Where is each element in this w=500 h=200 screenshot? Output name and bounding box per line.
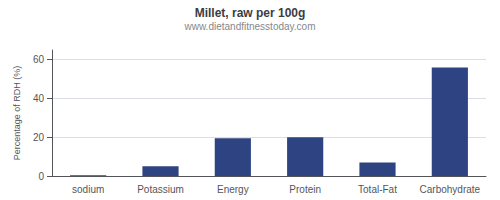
svg-text:Carbohydrate: Carbohydrate	[420, 184, 481, 195]
svg-text:sodium: sodium	[72, 184, 104, 195]
svg-text:Energy: Energy	[217, 184, 249, 195]
svg-text:Millet, raw per 100g: Millet, raw per 100g	[195, 6, 306, 20]
svg-text:Potassium: Potassium	[137, 184, 184, 195]
svg-text:Protein: Protein	[289, 184, 321, 195]
svg-text:www.dietandfitnesstoday.com: www.dietandfitnesstoday.com	[184, 21, 316, 32]
svg-text:Total-Fat: Total-Fat	[358, 184, 397, 195]
svg-text:40: 40	[33, 93, 45, 104]
svg-text:Percentage of RDH (%): Percentage of RDH (%)	[12, 66, 22, 161]
svg-text:20: 20	[33, 132, 45, 143]
svg-text:60: 60	[33, 54, 45, 65]
svg-text:0: 0	[38, 171, 44, 182]
